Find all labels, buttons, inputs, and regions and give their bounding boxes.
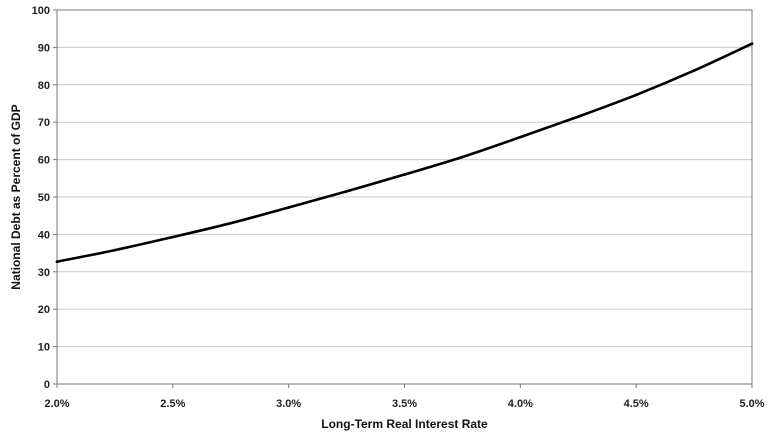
y-axis-label: National Debt as Percent of GDP <box>9 104 23 289</box>
y-tick-label: 30 <box>38 267 50 279</box>
x-tick-label: 3.0% <box>276 398 301 410</box>
y-tick-label: 50 <box>38 192 50 204</box>
data-point <box>519 135 522 139</box>
x-axis-label: Long-Term Real Interest Rate <box>321 417 488 431</box>
data-point <box>171 235 175 239</box>
data-point <box>287 206 290 209</box>
y-tick-label: 60 <box>38 155 50 167</box>
gridlines <box>57 46 752 348</box>
y-tick-label: 70 <box>38 117 50 129</box>
y-tick-label: 0 <box>44 379 50 391</box>
x-tick-label: 3.5% <box>392 398 417 410</box>
data-point <box>229 221 233 225</box>
x-tick-label: 4.0% <box>508 398 533 410</box>
y-axis-tick-labels: 0 10 20 30 40 50 60 70 80 90 100 <box>32 5 57 391</box>
data-point <box>113 248 117 252</box>
y-tick-label: 10 <box>38 342 50 354</box>
series-line-0 <box>55 42 754 263</box>
y-tick-label: 20 <box>38 304 50 316</box>
series-layer <box>55 42 754 264</box>
y-tick-label: 40 <box>38 229 50 241</box>
data-point <box>403 173 406 176</box>
y-tick-label: 90 <box>38 42 50 54</box>
data-point <box>576 115 580 118</box>
data-point <box>345 190 348 193</box>
x-tick-label: 2.0% <box>44 398 69 410</box>
x-axis-tick-labels: 2.0% 2.5% 3.0% 3.5% 4.0% 4.5% 5.0% <box>44 384 765 410</box>
data-point <box>55 260 59 264</box>
data-point <box>634 93 638 97</box>
x-tick-label: 5.0% <box>739 398 764 410</box>
x-tick-label: 2.5% <box>160 398 185 410</box>
data-point <box>461 155 464 159</box>
y-tick-label: 80 <box>38 80 50 92</box>
data-point <box>692 69 696 72</box>
y-tick-label: 100 <box>32 5 50 17</box>
data-point <box>750 42 754 45</box>
x-tick-label: 4.5% <box>624 398 649 410</box>
